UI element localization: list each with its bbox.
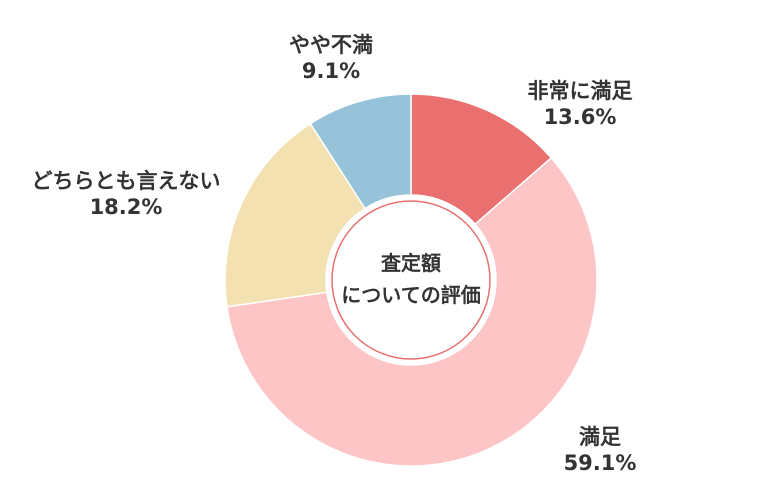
center-label-line-2: についての評価 [341, 283, 480, 307]
slice-value-label-3: 18.2% [90, 195, 163, 219]
slice-label-3: どちらとも言えない [32, 169, 221, 193]
slices-layer [224, 93, 598, 467]
center-layer: 査定額 についての評価 [326, 195, 496, 365]
center-hole [326, 195, 496, 365]
slice-value-label-2: 59.1% [564, 451, 637, 475]
slice-label-1: 非常に満足 [528, 79, 633, 103]
slice-label-2: 満足 [579, 425, 621, 449]
center-label-line-1: 査定額 [381, 251, 441, 275]
slice-value-label-4: 9.1% [302, 59, 360, 83]
slice-label-4: やや不満 [289, 33, 373, 57]
center-ring [331, 200, 491, 360]
slice-value-label-1: 13.6% [544, 105, 617, 129]
